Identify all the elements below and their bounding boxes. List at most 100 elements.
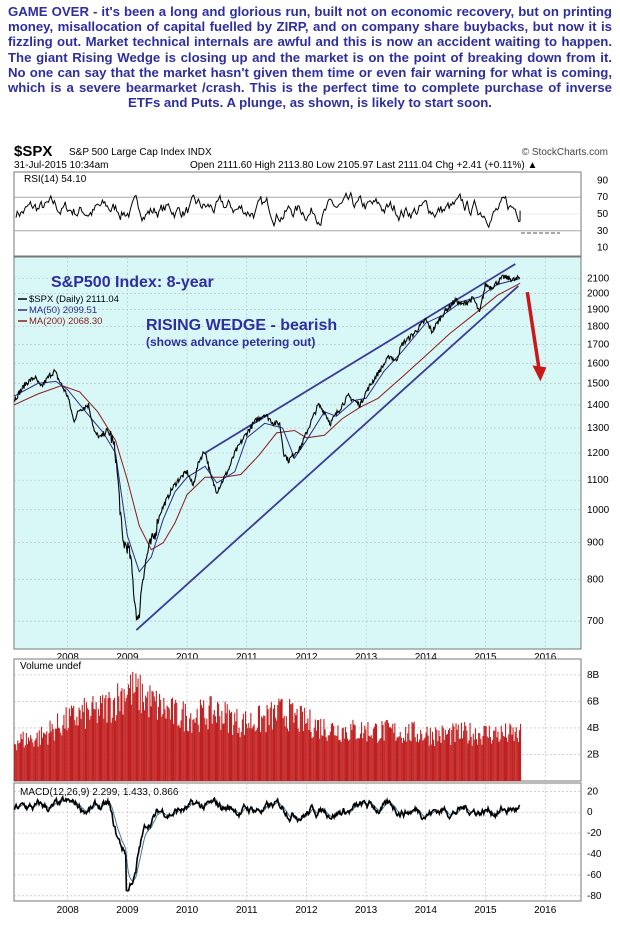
volume-bar bbox=[29, 740, 31, 781]
volume-bar bbox=[422, 740, 424, 781]
symbol-label: $SPX bbox=[14, 143, 53, 160]
macd-line bbox=[13, 794, 521, 892]
volume-bar bbox=[104, 698, 106, 781]
volume-bar bbox=[137, 678, 139, 781]
year-tick-label: 2010 bbox=[176, 652, 199, 663]
volume-bar bbox=[220, 729, 222, 781]
volume-bar bbox=[255, 730, 257, 781]
volume-bar bbox=[192, 719, 194, 781]
volume-bar bbox=[19, 742, 21, 781]
volume-bar bbox=[65, 707, 67, 781]
volume-bar bbox=[73, 705, 75, 781]
macd-x-axis: 2008 2009 2010 2011 2012 2013 2014 2015 2016 bbox=[57, 905, 557, 916]
volume-bar bbox=[455, 723, 457, 781]
volume-bar bbox=[165, 718, 167, 781]
volume-bar bbox=[177, 725, 179, 781]
volume-bar bbox=[112, 700, 114, 781]
volume-bar bbox=[150, 706, 152, 781]
volume-bar bbox=[419, 739, 421, 781]
volume-bar bbox=[84, 728, 86, 781]
macd-year-label: 2015 bbox=[474, 905, 497, 916]
volume-bar bbox=[278, 698, 280, 781]
volume-bar bbox=[135, 673, 137, 781]
volume-bar bbox=[479, 733, 481, 781]
price-tick-label: 1400 bbox=[587, 400, 610, 411]
volume-bar bbox=[318, 720, 320, 781]
pattern-subtitle: (shows advance petering out) bbox=[146, 335, 315, 349]
volume-bar bbox=[436, 729, 438, 781]
volume-bar bbox=[38, 730, 40, 781]
volume-bar bbox=[409, 739, 411, 781]
year-tick-label: 2014 bbox=[415, 652, 438, 663]
volume-bar bbox=[289, 699, 291, 781]
volume-bar bbox=[381, 721, 383, 781]
volume-bar bbox=[166, 705, 168, 781]
macd-year-label: 2013 bbox=[355, 905, 378, 916]
volume-bar bbox=[76, 716, 78, 781]
volume-bar bbox=[266, 705, 268, 781]
volume-bar bbox=[134, 692, 136, 781]
volume-bar bbox=[173, 723, 175, 781]
volume-bar bbox=[270, 702, 272, 781]
volume-bar bbox=[153, 696, 155, 781]
volume-bar bbox=[260, 732, 262, 781]
volume-bar bbox=[339, 739, 341, 781]
volume-bar bbox=[261, 716, 263, 781]
volume-bar bbox=[33, 746, 35, 781]
rsi-tick-label: 50 bbox=[597, 209, 609, 220]
volume-bar bbox=[82, 712, 84, 781]
volume-bar bbox=[216, 722, 218, 781]
volume-bar bbox=[179, 727, 181, 781]
volume-bar bbox=[87, 708, 89, 781]
volume-bar bbox=[425, 732, 427, 781]
volume-bar bbox=[452, 723, 454, 781]
volume-bar bbox=[108, 691, 110, 781]
volume-bar bbox=[113, 697, 115, 781]
rsi-line bbox=[15, 191, 521, 229]
volume-bar bbox=[301, 711, 303, 781]
volume-bar bbox=[434, 746, 436, 781]
volume-bar bbox=[454, 742, 456, 781]
volume-bar bbox=[155, 690, 157, 781]
volume-bar bbox=[126, 694, 128, 781]
volume-bar bbox=[43, 732, 45, 781]
volume-bar bbox=[410, 741, 412, 781]
volume-bar bbox=[315, 730, 317, 781]
volume-bar bbox=[459, 738, 461, 781]
volume-bar bbox=[26, 744, 28, 781]
volume-bar bbox=[406, 741, 408, 781]
volume-bar bbox=[92, 696, 94, 781]
volume-bar bbox=[284, 726, 286, 781]
volume-bar bbox=[275, 717, 277, 781]
volume-bar bbox=[283, 715, 285, 781]
volume-bar bbox=[109, 697, 111, 781]
volume-bar bbox=[80, 718, 82, 781]
macd-axis: 20 0 -20 -40 -60 -80 bbox=[14, 783, 602, 902]
volume-bar bbox=[181, 709, 183, 781]
macd-year-label: 2012 bbox=[295, 905, 318, 916]
volume-bar bbox=[69, 716, 71, 781]
volume-bar bbox=[115, 720, 117, 781]
volume-bar bbox=[223, 723, 225, 781]
volume-bar bbox=[159, 693, 161, 781]
volume-bar bbox=[251, 728, 253, 781]
volume-bar bbox=[500, 725, 502, 781]
volume-bar bbox=[320, 718, 322, 781]
volume-bar bbox=[516, 737, 518, 781]
volume-bar bbox=[83, 698, 85, 781]
volume-bar bbox=[462, 738, 464, 781]
volume-bar bbox=[202, 707, 204, 781]
volume-bar bbox=[367, 722, 369, 781]
volume-bar bbox=[348, 740, 350, 781]
volume-bar bbox=[329, 731, 331, 781]
volume-bar bbox=[281, 698, 283, 781]
index-title: S&P500 Index: 8-year bbox=[51, 274, 214, 291]
volume-bar bbox=[442, 727, 444, 781]
volume-bar bbox=[200, 705, 202, 781]
volume-bar bbox=[473, 739, 475, 781]
price-tick-label: 700 bbox=[587, 616, 604, 627]
volume-bar bbox=[101, 703, 103, 781]
volume-bar bbox=[203, 700, 205, 781]
volume-bar bbox=[294, 712, 296, 781]
volume-bar bbox=[293, 722, 295, 781]
